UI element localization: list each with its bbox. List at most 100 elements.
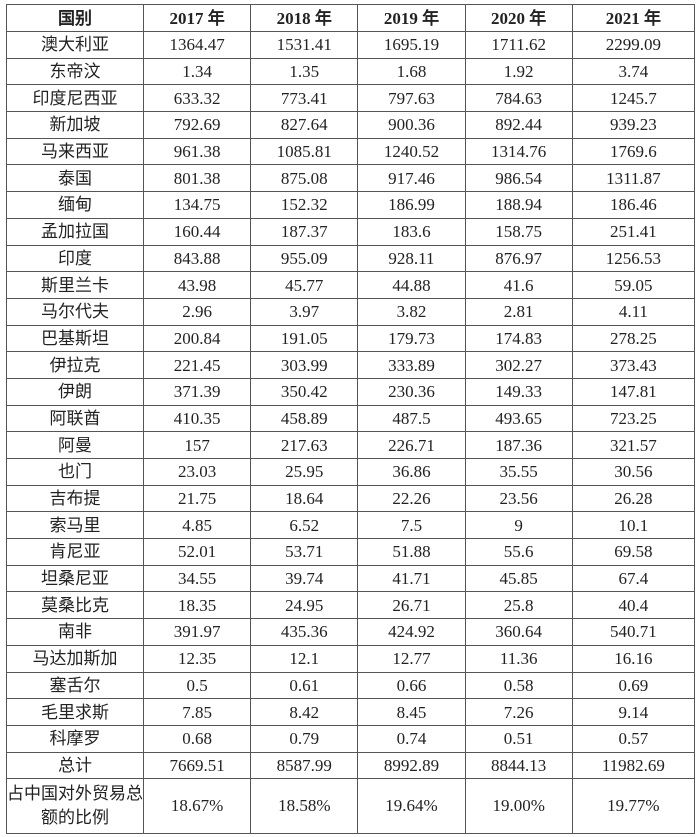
value-cell: 7.85 [142, 698, 252, 726]
value-cell: 186.99 [357, 191, 466, 219]
value-cell: 30.56 [571, 458, 696, 486]
value-cell: 1314.76 [464, 137, 573, 166]
value-cell: 45.85 [464, 564, 573, 593]
value-cell: 186.46 [571, 191, 696, 219]
value-cell: 152.32 [250, 191, 359, 219]
country-cell: 吉布提 [6, 484, 144, 513]
table-row: 印度尼西亚 633.32 773.41 797.63 784.63 1245.7 [6, 84, 696, 113]
table-row: 伊朗 371.39 350.42 230.36 149.33 147.81 [6, 377, 696, 406]
value-cell: 26.71 [357, 591, 466, 620]
value-cell: 1.92 [464, 57, 573, 86]
value-cell: 23.03 [142, 458, 252, 486]
value-cell: 51.88 [357, 538, 466, 566]
value-cell: 1245.7 [571, 84, 696, 113]
value-cell: 540.71 [571, 618, 696, 646]
header-year: 2019 年 [357, 4, 466, 32]
country-cell: 新加坡 [6, 111, 144, 139]
ratio-label: 占中国对外贸易总额的比例 [6, 778, 144, 835]
value-cell: 1.35 [250, 57, 359, 86]
value-cell: 3.82 [357, 297, 466, 326]
value-cell: 371.39 [142, 377, 252, 406]
value-cell: 230.36 [357, 377, 466, 406]
value-cell: 8.45 [357, 698, 466, 726]
value-cell: 69.58 [571, 538, 696, 566]
value-cell: 7.26 [464, 698, 573, 726]
value-cell: 8844.13 [464, 751, 573, 780]
country-cell: 泰国 [6, 164, 144, 193]
value-cell: 1.34 [142, 57, 252, 86]
value-cell: 41.6 [464, 271, 573, 299]
value-cell: 0.74 [357, 724, 466, 753]
country-cell: 斯里兰卡 [6, 271, 144, 299]
value-cell: 373.43 [571, 351, 696, 379]
country-cell: 澳大利亚 [6, 31, 144, 59]
table-row: 也门 23.03 25.95 36.86 35.55 30.56 [6, 458, 696, 486]
value-cell: 23.56 [464, 484, 573, 513]
value-cell: 633.32 [142, 84, 252, 113]
value-cell: 391.97 [142, 618, 252, 646]
country-cell: 毛里求斯 [6, 698, 144, 726]
value-cell: 0.66 [357, 671, 466, 700]
table-row: 阿联酋 410.35 458.89 487.5 493.65 723.25 [6, 404, 696, 433]
value-cell: 773.41 [250, 84, 359, 113]
value-cell: 1769.6 [571, 137, 696, 166]
country-cell: 印度尼西亚 [6, 84, 144, 113]
value-cell: 876.97 [464, 244, 573, 273]
value-cell: 792.69 [142, 111, 252, 139]
value-cell: 35.55 [464, 458, 573, 486]
header-country: 国别 [6, 4, 144, 32]
ratio-cell: 19.64% [357, 778, 466, 835]
value-cell: 59.05 [571, 271, 696, 299]
value-cell: 917.46 [357, 164, 466, 193]
value-cell: 723.25 [571, 404, 696, 433]
value-cell: 3.97 [250, 297, 359, 326]
value-cell: 487.5 [357, 404, 466, 433]
value-cell: 321.57 [571, 431, 696, 459]
header-year: 2018 年 [250, 4, 359, 32]
value-cell: 843.88 [142, 244, 252, 273]
value-cell: 900.36 [357, 111, 466, 139]
value-cell: 26.28 [571, 484, 696, 513]
value-cell: 961.38 [142, 137, 252, 166]
value-cell: 1711.62 [464, 31, 573, 59]
value-cell: 333.89 [357, 351, 466, 379]
value-cell: 0.68 [142, 724, 252, 753]
country-cell: 巴基斯坦 [6, 324, 144, 353]
value-cell: 4.85 [142, 511, 252, 540]
value-cell: 11982.69 [571, 751, 696, 780]
value-cell: 183.6 [357, 217, 466, 246]
value-cell: 147.81 [571, 377, 696, 406]
value-cell: 4.11 [571, 297, 696, 326]
trade-table: 国别 2017 年 2018 年 2019 年 2020 年 2021 年 澳大利亚 136… [6, 4, 696, 835]
value-cell: 251.41 [571, 217, 696, 246]
value-cell: 188.94 [464, 191, 573, 219]
header-year: 2020 年 [464, 4, 573, 32]
value-cell: 149.33 [464, 377, 573, 406]
table-row: 索马里 4.85 6.52 7.5 9 10.1 [6, 511, 696, 540]
value-cell: 160.44 [142, 217, 252, 246]
value-cell: 278.25 [571, 324, 696, 353]
value-cell: 3.74 [571, 57, 696, 86]
value-cell: 1256.53 [571, 244, 696, 273]
value-cell: 0.61 [250, 671, 359, 700]
value-cell: 2299.09 [571, 31, 696, 59]
value-cell: 39.74 [250, 564, 359, 593]
value-cell: 157 [142, 431, 252, 459]
value-cell: 10.1 [571, 511, 696, 540]
total-row: 总计 7669.51 8587.99 8992.89 8844.13 11982.69 [6, 751, 696, 780]
table-row: 南非 391.97 435.36 424.92 360.64 540.71 [6, 618, 696, 646]
value-cell: 928.11 [357, 244, 466, 273]
country-cell: 阿曼 [6, 431, 144, 459]
value-cell: 45.77 [250, 271, 359, 299]
value-cell: 1.68 [357, 57, 466, 86]
value-cell: 24.95 [250, 591, 359, 620]
table-row: 马达加斯加 12.35 12.1 12.77 11.36 16.16 [6, 644, 696, 673]
value-cell: 0.69 [571, 671, 696, 700]
table-row: 毛里求斯 7.85 8.42 8.45 7.26 9.14 [6, 698, 696, 726]
country-cell: 孟加拉国 [6, 217, 144, 246]
country-cell: 伊朗 [6, 377, 144, 406]
value-cell: 25.8 [464, 591, 573, 620]
table-row: 伊拉克 221.45 303.99 333.89 302.27 373.43 [6, 351, 696, 379]
table-row: 坦桑尼亚 34.55 39.74 41.71 45.85 67.4 [6, 564, 696, 593]
table-row: 孟加拉国 160.44 187.37 183.6 158.75 251.41 [6, 217, 696, 246]
